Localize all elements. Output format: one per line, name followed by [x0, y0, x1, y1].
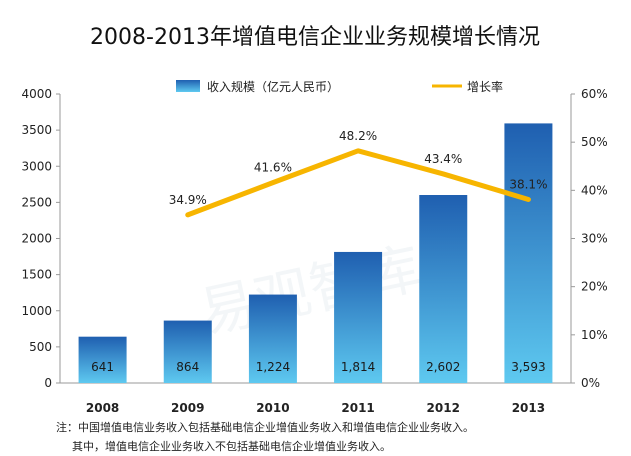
bar-revenue	[419, 195, 468, 383]
bar-revenue	[78, 336, 127, 383]
y-right-tick-label: 10%	[581, 328, 608, 342]
growth-rate-line	[185, 148, 531, 218]
x-tick-label: 2013	[512, 401, 545, 415]
axes-group: 0 500 1000 1500 2000 2500 3000 3500 4000 0% 10% 20%…	[21, 87, 607, 415]
x-tick-label: 2008	[86, 401, 119, 415]
y-left-tick-label: 2000	[21, 232, 52, 246]
growth-rate-label: 34.9%	[169, 193, 207, 207]
legend-label-revenue: 收入规模（亿元人民币）	[207, 79, 339, 94]
legend-swatch-bar	[176, 80, 200, 92]
y-right-tick-label: 50%	[581, 135, 608, 149]
chart-title: 2008-2013年增值电信企业业务规模增长情况	[90, 25, 540, 50]
bar-revenue	[334, 251, 383, 383]
y-left-tick-label: 3500	[21, 123, 52, 137]
bar-value-label: 864	[176, 360, 199, 374]
bar-revenue	[163, 320, 212, 383]
bar-revenue	[504, 123, 553, 383]
growth-line-group	[185, 148, 531, 218]
bar-value-label: 641	[91, 360, 114, 374]
y-left-tick-label: 500	[29, 340, 52, 354]
y-left-tick-label: 2500	[21, 195, 52, 209]
y-right-tick-label: 30%	[581, 232, 608, 246]
watermark-text: 易观智库	[194, 236, 427, 346]
y-left-tick-label: 0	[44, 376, 52, 390]
footnote-line-2: 其中，增值电信企业业务收入不包括基础电信企业增值业务收入。	[72, 440, 391, 453]
bar-value-label: 1,814	[341, 360, 375, 374]
bar-value-label: 1,224	[256, 360, 290, 374]
y-left-tick-label: 1000	[21, 304, 52, 318]
growth-rate-label: 43.4%	[424, 152, 462, 166]
footnote-line-1: 注：中国增值电信业务收入包括基础电信企业增值业务收入和增值电信企业业务收入。	[56, 421, 474, 434]
y-right-tick-label: 60%	[581, 87, 608, 101]
bar-value-label: 2,602	[426, 360, 460, 374]
legend: 收入规模（亿元人民币） 增长率	[176, 79, 503, 94]
y-left-tick-label: 1500	[21, 268, 52, 282]
x-tick-label: 2012	[427, 401, 460, 415]
growth-rate-label: 38.1%	[509, 177, 547, 191]
growth-rate-label: 48.2%	[339, 129, 377, 143]
data-labels-group: 641 864 1,224 1,814 2,602 3,593 34.9% 41.6% 48.2…	[91, 129, 547, 374]
x-tick-label: 2011	[341, 401, 374, 415]
bars-group	[78, 123, 553, 383]
y-right-tick-label: 20%	[581, 280, 608, 294]
y-left-tick-label: 3000	[21, 159, 52, 173]
legend-label-growth: 增长率	[467, 79, 503, 94]
x-tick-label: 2009	[171, 401, 204, 415]
x-tick-label: 2010	[256, 401, 289, 415]
y-left-tick-label: 4000	[21, 87, 52, 101]
bar-revenue	[248, 294, 297, 383]
y-right-tick-label: 0%	[581, 376, 600, 390]
growth-rate-label: 41.6%	[254, 161, 292, 175]
y-right-tick-label: 40%	[581, 183, 608, 197]
bar-value-label: 3,593	[511, 360, 545, 374]
